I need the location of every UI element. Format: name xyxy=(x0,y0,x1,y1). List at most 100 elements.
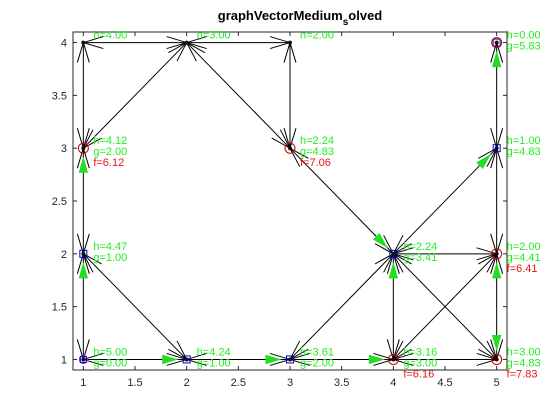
node-g-label: g=4.83 xyxy=(300,146,334,158)
y-tick-label: 3 xyxy=(61,143,67,155)
node-circle-marker xyxy=(387,353,399,365)
path-arrow xyxy=(492,261,502,279)
y-tick-label: 1 xyxy=(61,354,67,366)
node-dot xyxy=(184,40,189,45)
x-tick-label: 1 xyxy=(80,377,86,389)
node-square-marker xyxy=(79,355,87,363)
x-tick-label: 4.5 xyxy=(437,377,452,389)
node-square-marker xyxy=(492,144,501,153)
node-g-label: g=4.83 xyxy=(507,357,541,369)
node-square-marker xyxy=(389,249,398,258)
node-circle-marker xyxy=(491,37,503,49)
y-tick-label: 3.5 xyxy=(52,90,67,102)
graph-edge xyxy=(186,42,291,149)
chart-title-main: graphVectorMedium xyxy=(218,8,343,23)
graph-edge xyxy=(82,253,188,360)
node-h-label: h=4.00 xyxy=(93,30,127,42)
x-tick-label: 2 xyxy=(184,377,190,389)
graph-edge xyxy=(392,147,498,255)
node-g-label: g=0.00 xyxy=(93,357,127,369)
x-tick-label: 3 xyxy=(287,377,293,389)
node-h-label: h=0.00 xyxy=(507,30,541,42)
node-f-label: f=7.06 xyxy=(300,157,331,169)
node-dot xyxy=(391,251,396,256)
y-tick-label: 4 xyxy=(61,38,67,50)
node-f-label: f=6.41 xyxy=(507,263,538,275)
node-dot xyxy=(288,146,292,151)
tick-layer: 1 1.5 2 2.5 3 3.5 4 4.5 5 1 1.5 2 2.5 3 3.5 4 xyxy=(52,32,507,389)
node-f-label: f=6.12 xyxy=(93,157,124,169)
node-circle-marker xyxy=(491,353,503,365)
node-h-label: h=3.16 xyxy=(403,346,437,358)
node-h-label: h=3.00 xyxy=(197,30,231,42)
graph-edge xyxy=(289,147,394,255)
node-square-marker xyxy=(79,249,88,258)
node-dot xyxy=(494,146,499,151)
node-square-marker xyxy=(492,38,501,47)
graph-edge xyxy=(82,42,188,149)
chart-title: graphVectorMediumsolved xyxy=(218,8,383,28)
path-arrow xyxy=(78,156,88,173)
node-dot xyxy=(494,40,499,45)
node-g-label: g=2.00 xyxy=(93,146,127,158)
node-h-label: h=4.12 xyxy=(93,135,127,147)
path-arrow xyxy=(388,261,398,279)
path-arrow xyxy=(492,50,502,68)
path-arrow xyxy=(372,233,388,248)
node-f-label: f=7.83 xyxy=(507,368,538,380)
node-h-label: h=3.61 xyxy=(300,346,334,358)
label-layer: h=5.00g=0.00h=4.24g=1.00h=3.61g=2.00h=3.… xyxy=(93,30,540,381)
node-h-label: h=2.24 xyxy=(403,241,437,253)
node-h-label: h=4.24 xyxy=(197,346,231,358)
path-arrow xyxy=(265,354,282,365)
graph-edge xyxy=(392,253,498,360)
node-g-label: g=4.83 xyxy=(507,146,541,158)
node-circle-marker xyxy=(491,248,503,260)
node-circle-marker xyxy=(284,142,296,154)
node-dot xyxy=(288,357,292,362)
node-layer xyxy=(77,37,503,365)
x-tick-label: 5 xyxy=(494,377,500,389)
node-dot xyxy=(81,251,86,256)
graph-edge xyxy=(289,253,394,360)
x-tick-label: 2.5 xyxy=(231,377,246,389)
chart-title-sub: s xyxy=(343,17,349,28)
node-dot xyxy=(494,251,499,256)
node-g-label: g=3.41 xyxy=(403,252,437,264)
node-dot xyxy=(391,357,396,362)
path-arrow xyxy=(492,334,502,352)
path-arrow xyxy=(476,154,491,169)
node-h-label: h=2.00 xyxy=(300,30,334,42)
node-dot xyxy=(288,40,292,45)
node-dot xyxy=(184,357,189,362)
path-arrow xyxy=(162,354,179,365)
node-g-label: g=5.83 xyxy=(507,41,541,53)
node-square-marker xyxy=(286,355,294,364)
node-dot xyxy=(494,357,499,362)
edge-layer xyxy=(76,36,504,366)
path-arrow-layer xyxy=(78,50,502,365)
node-g-label: g=3.00 xyxy=(403,357,437,369)
node-h-label: h=5.00 xyxy=(93,346,127,358)
node-g-label: g=1.00 xyxy=(93,252,127,264)
node-f-label: f=6.16 xyxy=(403,368,434,380)
node-dot xyxy=(81,40,86,45)
x-tick-label: 3.5 xyxy=(334,377,349,389)
node-square-marker xyxy=(182,355,191,364)
node-g-label: g=1.00 xyxy=(197,357,231,369)
node-h-label: h=1.00 xyxy=(507,135,541,147)
y-tick-label: 2 xyxy=(61,249,67,261)
path-arrow xyxy=(78,261,88,279)
node-dot xyxy=(81,357,86,362)
node-g-label: g=4.41 xyxy=(507,252,541,264)
path-arrow xyxy=(368,354,386,365)
x-tick-label: 1.5 xyxy=(127,377,142,389)
node-h-label: h=2.00 xyxy=(507,241,541,253)
y-tick-label: 2.5 xyxy=(52,196,67,208)
node-h-label: h=3.00 xyxy=(507,346,541,358)
node-h-label: h=4.47 xyxy=(93,241,127,253)
x-tick-label: 4 xyxy=(390,377,396,389)
node-start-marker xyxy=(78,354,88,364)
node-dot xyxy=(81,146,86,151)
